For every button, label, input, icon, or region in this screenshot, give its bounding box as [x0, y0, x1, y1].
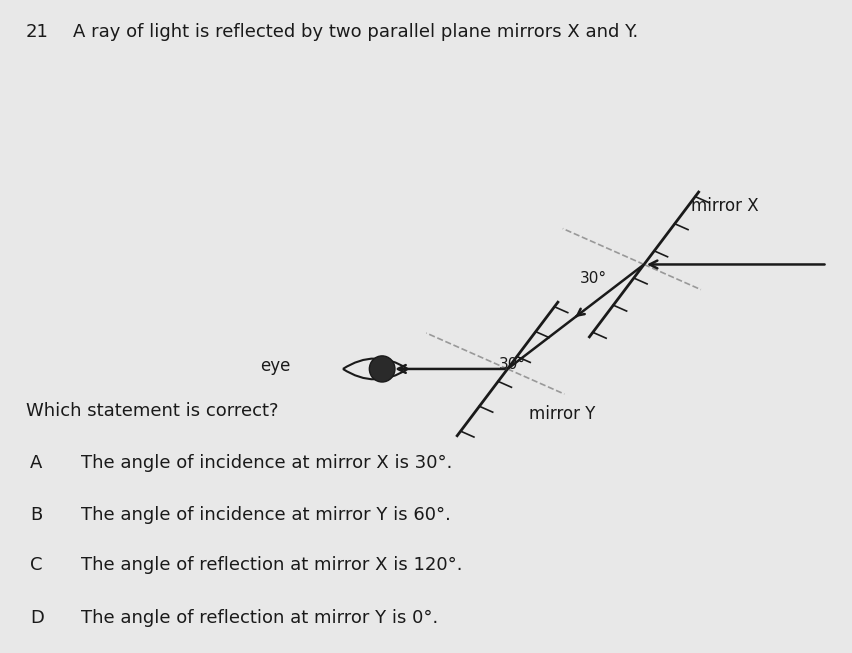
Text: mirror Y: mirror Y — [528, 405, 595, 423]
Text: 30°: 30° — [498, 357, 526, 372]
Text: 21: 21 — [26, 23, 49, 41]
Text: A: A — [30, 454, 43, 472]
Text: D: D — [30, 609, 43, 627]
Text: The angle of incidence at mirror X is 30°.: The angle of incidence at mirror X is 30… — [81, 454, 452, 472]
Ellipse shape — [369, 356, 394, 382]
Text: B: B — [30, 506, 42, 524]
Text: The angle of reflection at mirror Y is 0°.: The angle of reflection at mirror Y is 0… — [81, 609, 438, 627]
Text: A ray of light is reflected by two parallel plane mirrors X and Y.: A ray of light is reflected by two paral… — [72, 23, 637, 41]
Text: Which statement is correct?: Which statement is correct? — [26, 402, 278, 420]
Text: mirror X: mirror X — [690, 197, 757, 215]
Text: The angle of incidence at mirror Y is 60°.: The angle of incidence at mirror Y is 60… — [81, 506, 451, 524]
Text: C: C — [30, 556, 43, 575]
Text: eye: eye — [259, 357, 290, 375]
Text: The angle of reflection at mirror X is 120°.: The angle of reflection at mirror X is 1… — [81, 556, 462, 575]
Text: 30°: 30° — [579, 271, 607, 286]
